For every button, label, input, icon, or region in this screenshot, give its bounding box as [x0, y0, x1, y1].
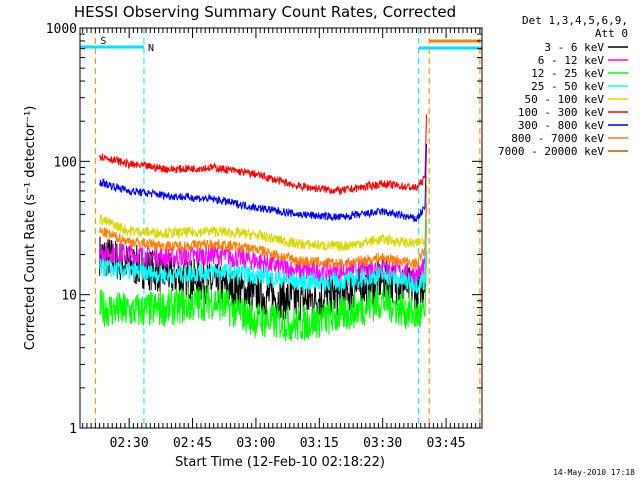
- legend-entry-label: 300 - 800 keV: [518, 119, 604, 132]
- series-line: [99, 203, 427, 286]
- legend-entry-label: 100 - 300 keV: [518, 106, 604, 119]
- series-line: [99, 215, 427, 295]
- y-tick-label: 10: [61, 289, 77, 304]
- legend-entry-label: 25 - 50 keV: [531, 80, 604, 93]
- series-line: [99, 143, 427, 223]
- x-axis-label: Start Time (12-Feb-10 02:18:22): [175, 455, 385, 470]
- legend-header-line-2: Att 0: [595, 27, 628, 40]
- legend-entry-label: 800 - 7000 keV: [511, 132, 604, 145]
- footer-stamp: 14-May-2010 17:18: [553, 468, 635, 477]
- legend-entry-label: 7000 - 20000 keV: [498, 145, 604, 158]
- series-line: [99, 175, 427, 252]
- legend-entry-label: 3 - 6 keV: [544, 41, 604, 54]
- legend-entry-label: 50 - 100 keV: [525, 93, 605, 106]
- series-line: [99, 251, 427, 342]
- y-axis: 1 10 100 1000: [46, 22, 482, 437]
- legend-entry-label: 12 - 25 keV: [531, 67, 604, 80]
- x-tick-label: 03:30: [363, 436, 402, 451]
- flag-label: N: [148, 43, 154, 54]
- legend-entry-label: 6 - 12 keV: [538, 54, 605, 67]
- x-tick-label: 02:45: [173, 436, 212, 451]
- flag-label: S: [100, 36, 106, 47]
- y-axis-label: Corrected Count Rate (s⁻¹ detector⁻¹): [23, 106, 38, 351]
- x-tick-label: 03:00: [236, 436, 275, 451]
- x-tick-label: 03:45: [427, 436, 466, 451]
- legend-header-line-1: Det 1,3,4,5,6,9,: [522, 14, 628, 27]
- series-line: [99, 220, 427, 321]
- y-tick-label: 1000: [46, 22, 77, 37]
- x-tick-label: 03:15: [300, 436, 339, 451]
- series-line: [99, 185, 427, 269]
- x-axis: 02:30 02:45 03:00 03:15 03:30 03:45: [82, 28, 481, 451]
- x-tick-label: 02:30: [110, 436, 149, 451]
- chart-title: HESSI Observing Summary Count Rates, Cor…: [74, 3, 456, 21]
- series-line: [99, 114, 427, 196]
- y-tick-label: 100: [54, 155, 77, 170]
- y-tick-label: 1: [69, 422, 77, 437]
